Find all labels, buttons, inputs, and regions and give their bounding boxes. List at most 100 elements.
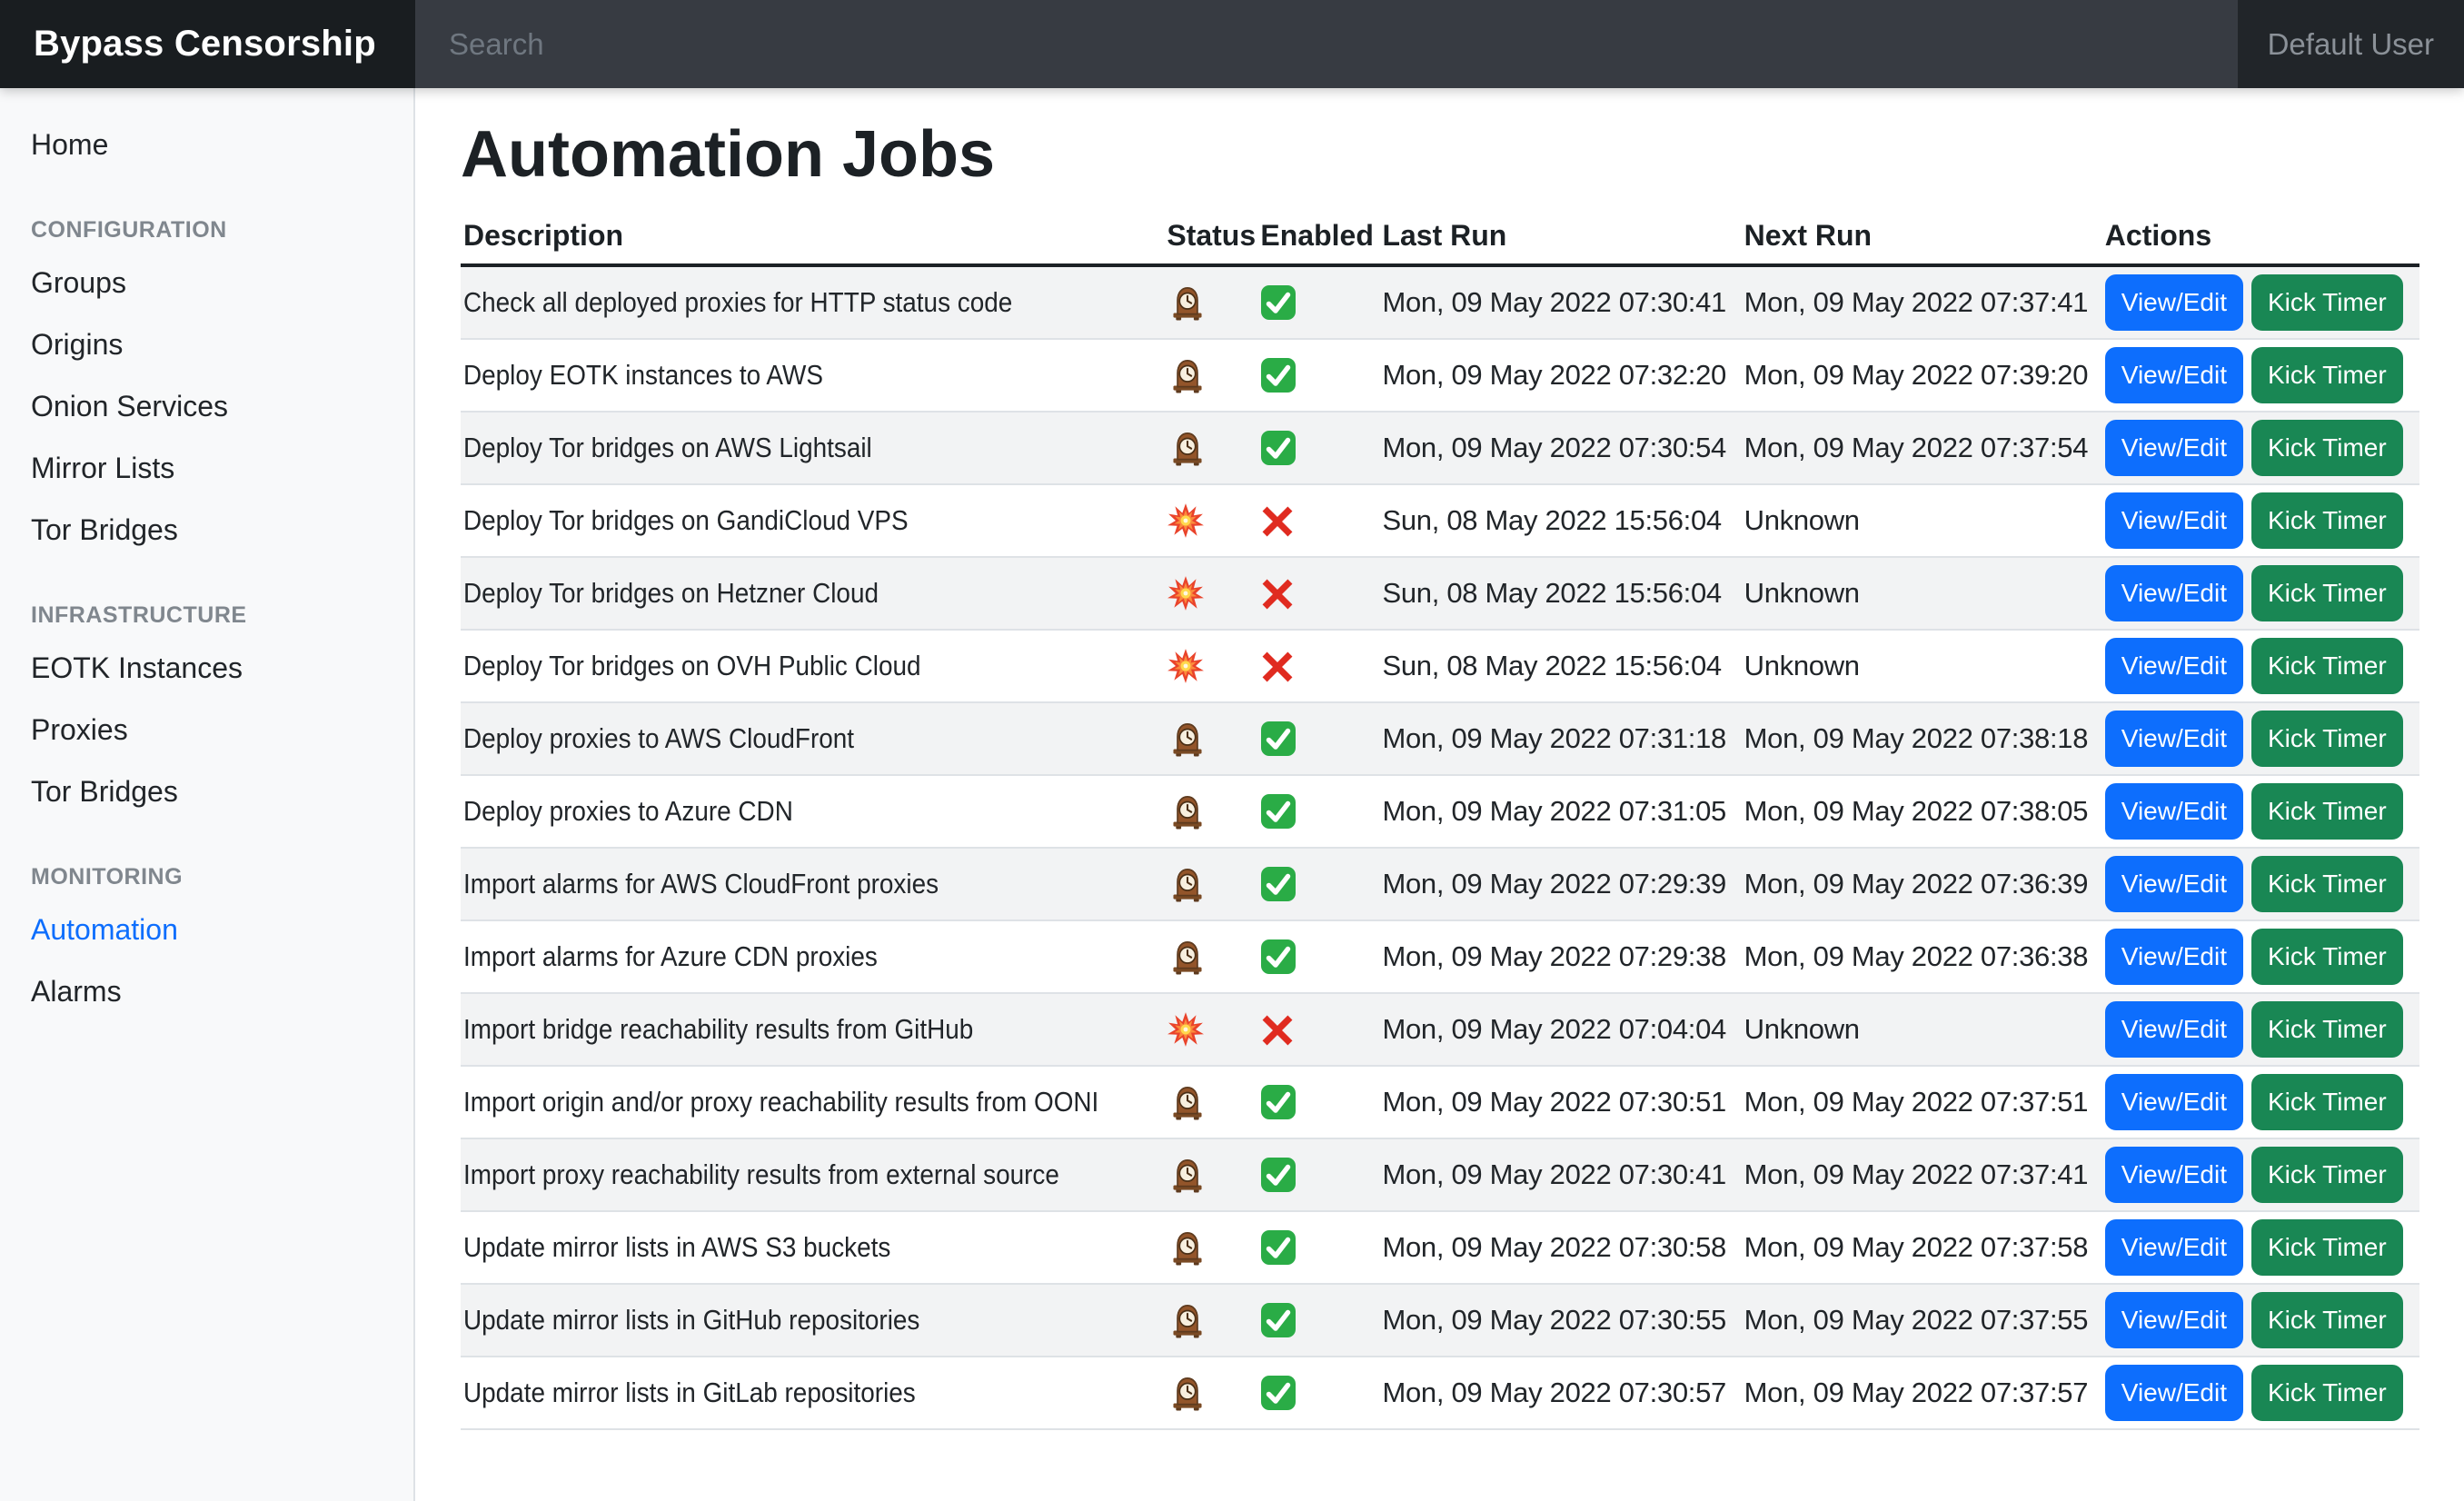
disabled-cross-icon bbox=[1260, 577, 1295, 611]
last-run-cell: Mon, 09 May 2022 07:30:41 bbox=[1379, 265, 1741, 339]
view-edit-button[interactable]: View/Edit bbox=[2105, 420, 2243, 476]
kick-timer-button[interactable]: Kick Timer bbox=[2251, 711, 2403, 767]
table-row: Deploy Tor bridges on GandiCloud VPSSun,… bbox=[461, 484, 2419, 557]
description-cell: Deploy Tor bridges on Hetzner Cloud bbox=[461, 557, 1164, 630]
kick-timer-button[interactable]: Kick Timer bbox=[2251, 856, 2403, 912]
last-run-cell: Mon, 09 May 2022 07:04:04 bbox=[1379, 993, 1741, 1066]
next-run-value: Unknown bbox=[1744, 650, 1860, 681]
table-row: Import origin and/or proxy reachability … bbox=[461, 1066, 2419, 1138]
view-edit-button[interactable]: View/Edit bbox=[2105, 565, 2243, 621]
status-cell bbox=[1164, 484, 1257, 557]
enabled-cell bbox=[1257, 265, 1379, 339]
kick-timer-button[interactable]: Kick Timer bbox=[2251, 565, 2403, 621]
main-content: Automation Jobs DescriptionStatusEnabled… bbox=[415, 88, 2464, 1501]
last-run-value: Mon, 09 May 2022 07:30:41 bbox=[1382, 286, 1726, 318]
actions-cell: View/EditKick Timer bbox=[2102, 1138, 2419, 1211]
last-run-value: Mon, 09 May 2022 07:30:54 bbox=[1382, 432, 1726, 463]
page: { "navbar": { "brand": "Bypass Censorshi… bbox=[0, 0, 2464, 1501]
job-description: Update mirror lists in GitLab repositori… bbox=[463, 1377, 916, 1409]
view-edit-button[interactable]: View/Edit bbox=[2105, 711, 2243, 767]
next-run-value: Unknown bbox=[1744, 504, 1860, 536]
enabled-cell bbox=[1257, 484, 1379, 557]
disabled-cross-icon bbox=[1260, 1013, 1295, 1048]
view-edit-button[interactable]: View/Edit bbox=[2105, 1074, 2243, 1130]
view-edit-button[interactable]: View/Edit bbox=[2105, 856, 2243, 912]
description-cell: Deploy proxies to Azure CDN bbox=[461, 775, 1164, 848]
kick-timer-button[interactable]: Kick Timer bbox=[2251, 492, 2403, 549]
sidebar-item-tor-bridges[interactable]: Tor Bridges bbox=[0, 760, 413, 822]
view-edit-button[interactable]: View/Edit bbox=[2105, 1001, 2243, 1058]
view-edit-button[interactable]: View/Edit bbox=[2105, 1292, 2243, 1348]
kick-timer-button[interactable]: Kick Timer bbox=[2251, 1292, 2403, 1348]
actions-cell: View/EditKick Timer bbox=[2102, 484, 2419, 557]
mantel-clock-status-icon bbox=[1167, 1299, 1208, 1341]
enabled-cell bbox=[1257, 1284, 1379, 1357]
next-run-value: Mon, 09 May 2022 07:38:05 bbox=[1744, 795, 2089, 827]
layout: HomeCONFIGURATIONGroupsOriginsOnion Serv… bbox=[0, 88, 2464, 1501]
sidebar-item-proxies[interactable]: Proxies bbox=[0, 699, 413, 760]
view-edit-button[interactable]: View/Edit bbox=[2105, 347, 2243, 403]
kick-timer-button[interactable]: Kick Timer bbox=[2251, 638, 2403, 694]
sidebar-item-mirror-lists[interactable]: Mirror Lists bbox=[0, 437, 413, 499]
status-cell bbox=[1164, 993, 1257, 1066]
sidebar-item-home[interactable]: Home bbox=[0, 114, 413, 175]
kick-timer-button[interactable]: Kick Timer bbox=[2251, 1074, 2403, 1130]
view-edit-button[interactable]: View/Edit bbox=[2105, 929, 2243, 985]
sidebar-item-origins[interactable]: Origins bbox=[0, 313, 413, 375]
view-edit-button[interactable]: View/Edit bbox=[2105, 492, 2243, 549]
last-run-value: Mon, 09 May 2022 07:32:20 bbox=[1382, 359, 1726, 391]
status-cell bbox=[1164, 265, 1257, 339]
next-run-cell: Mon, 09 May 2022 07:36:39 bbox=[1742, 848, 2102, 920]
kick-timer-button[interactable]: Kick Timer bbox=[2251, 420, 2403, 476]
mantel-clock-status-icon bbox=[1167, 1081, 1208, 1123]
kick-timer-button[interactable]: Kick Timer bbox=[2251, 347, 2403, 403]
last-run-cell: Sun, 08 May 2022 15:56:04 bbox=[1379, 630, 1741, 702]
user-menu[interactable]: Default User bbox=[2238, 0, 2464, 88]
kick-timer-button[interactable]: Kick Timer bbox=[2251, 783, 2403, 840]
enabled-check-icon bbox=[1260, 939, 1297, 975]
table-row: Update mirror lists in AWS S3 bucketsMon… bbox=[461, 1211, 2419, 1284]
enabled-check-icon bbox=[1260, 284, 1297, 321]
kick-timer-button[interactable]: Kick Timer bbox=[2251, 929, 2403, 985]
actions-cell: View/EditKick Timer bbox=[2102, 920, 2419, 993]
description-cell: Import origin and/or proxy reachability … bbox=[461, 1066, 1164, 1138]
view-edit-button[interactable]: View/Edit bbox=[2105, 638, 2243, 694]
last-run-cell: Mon, 09 May 2022 07:30:57 bbox=[1379, 1357, 1741, 1429]
sidebar-item-onion-services[interactable]: Onion Services bbox=[0, 375, 413, 437]
enabled-cell bbox=[1257, 993, 1379, 1066]
brand-box: Bypass Censorship bbox=[0, 0, 415, 88]
view-edit-button[interactable]: View/Edit bbox=[2105, 783, 2243, 840]
view-edit-button[interactable]: View/Edit bbox=[2105, 1219, 2243, 1276]
table-row: Deploy Tor bridges on Hetzner CloudSun, … bbox=[461, 557, 2419, 630]
status-cell bbox=[1164, 1066, 1257, 1138]
table-row: Check all deployed proxies for HTTP stat… bbox=[461, 265, 2419, 339]
brand-link[interactable]: Bypass Censorship bbox=[34, 24, 376, 65]
job-description: Update mirror lists in GitHub repositori… bbox=[463, 1304, 919, 1337]
actions-cell: View/EditKick Timer bbox=[2102, 265, 2419, 339]
mantel-clock-status-icon bbox=[1167, 718, 1208, 760]
search-input[interactable] bbox=[415, 0, 2238, 88]
last-run-value: Mon, 09 May 2022 07:04:04 bbox=[1382, 1013, 1726, 1045]
job-description: Import origin and/or proxy reachability … bbox=[463, 1086, 1098, 1118]
next-run-cell: Mon, 09 May 2022 07:37:41 bbox=[1742, 1138, 2102, 1211]
next-run-cell: Mon, 09 May 2022 07:37:41 bbox=[1742, 265, 2102, 339]
kick-timer-button[interactable]: Kick Timer bbox=[2251, 1147, 2403, 1203]
status-cell bbox=[1164, 848, 1257, 920]
view-edit-button[interactable]: View/Edit bbox=[2105, 1365, 2243, 1421]
table-header-row: DescriptionStatusEnabledLast RunNext Run… bbox=[461, 210, 2419, 265]
sidebar-item-automation[interactable]: Automation bbox=[0, 899, 413, 960]
kick-timer-button[interactable]: Kick Timer bbox=[2251, 1001, 2403, 1058]
view-edit-button[interactable]: View/Edit bbox=[2105, 1147, 2243, 1203]
sidebar-item-eotk-instances[interactable]: EOTK Instances bbox=[0, 637, 413, 699]
kick-timer-button[interactable]: Kick Timer bbox=[2251, 1219, 2403, 1276]
kick-timer-button[interactable]: Kick Timer bbox=[2251, 274, 2403, 331]
status-cell bbox=[1164, 702, 1257, 775]
sidebar-item-tor-bridges[interactable]: Tor Bridges bbox=[0, 499, 413, 561]
job-description: Deploy Tor bridges on Hetzner Cloud bbox=[463, 577, 879, 610]
column-header-actions: Actions bbox=[2102, 210, 2419, 265]
kick-timer-button[interactable]: Kick Timer bbox=[2251, 1365, 2403, 1421]
description-cell: Deploy Tor bridges on AWS Lightsail bbox=[461, 412, 1164, 484]
sidebar-item-groups[interactable]: Groups bbox=[0, 252, 413, 313]
sidebar-item-alarms[interactable]: Alarms bbox=[0, 960, 413, 1022]
view-edit-button[interactable]: View/Edit bbox=[2105, 274, 2243, 331]
